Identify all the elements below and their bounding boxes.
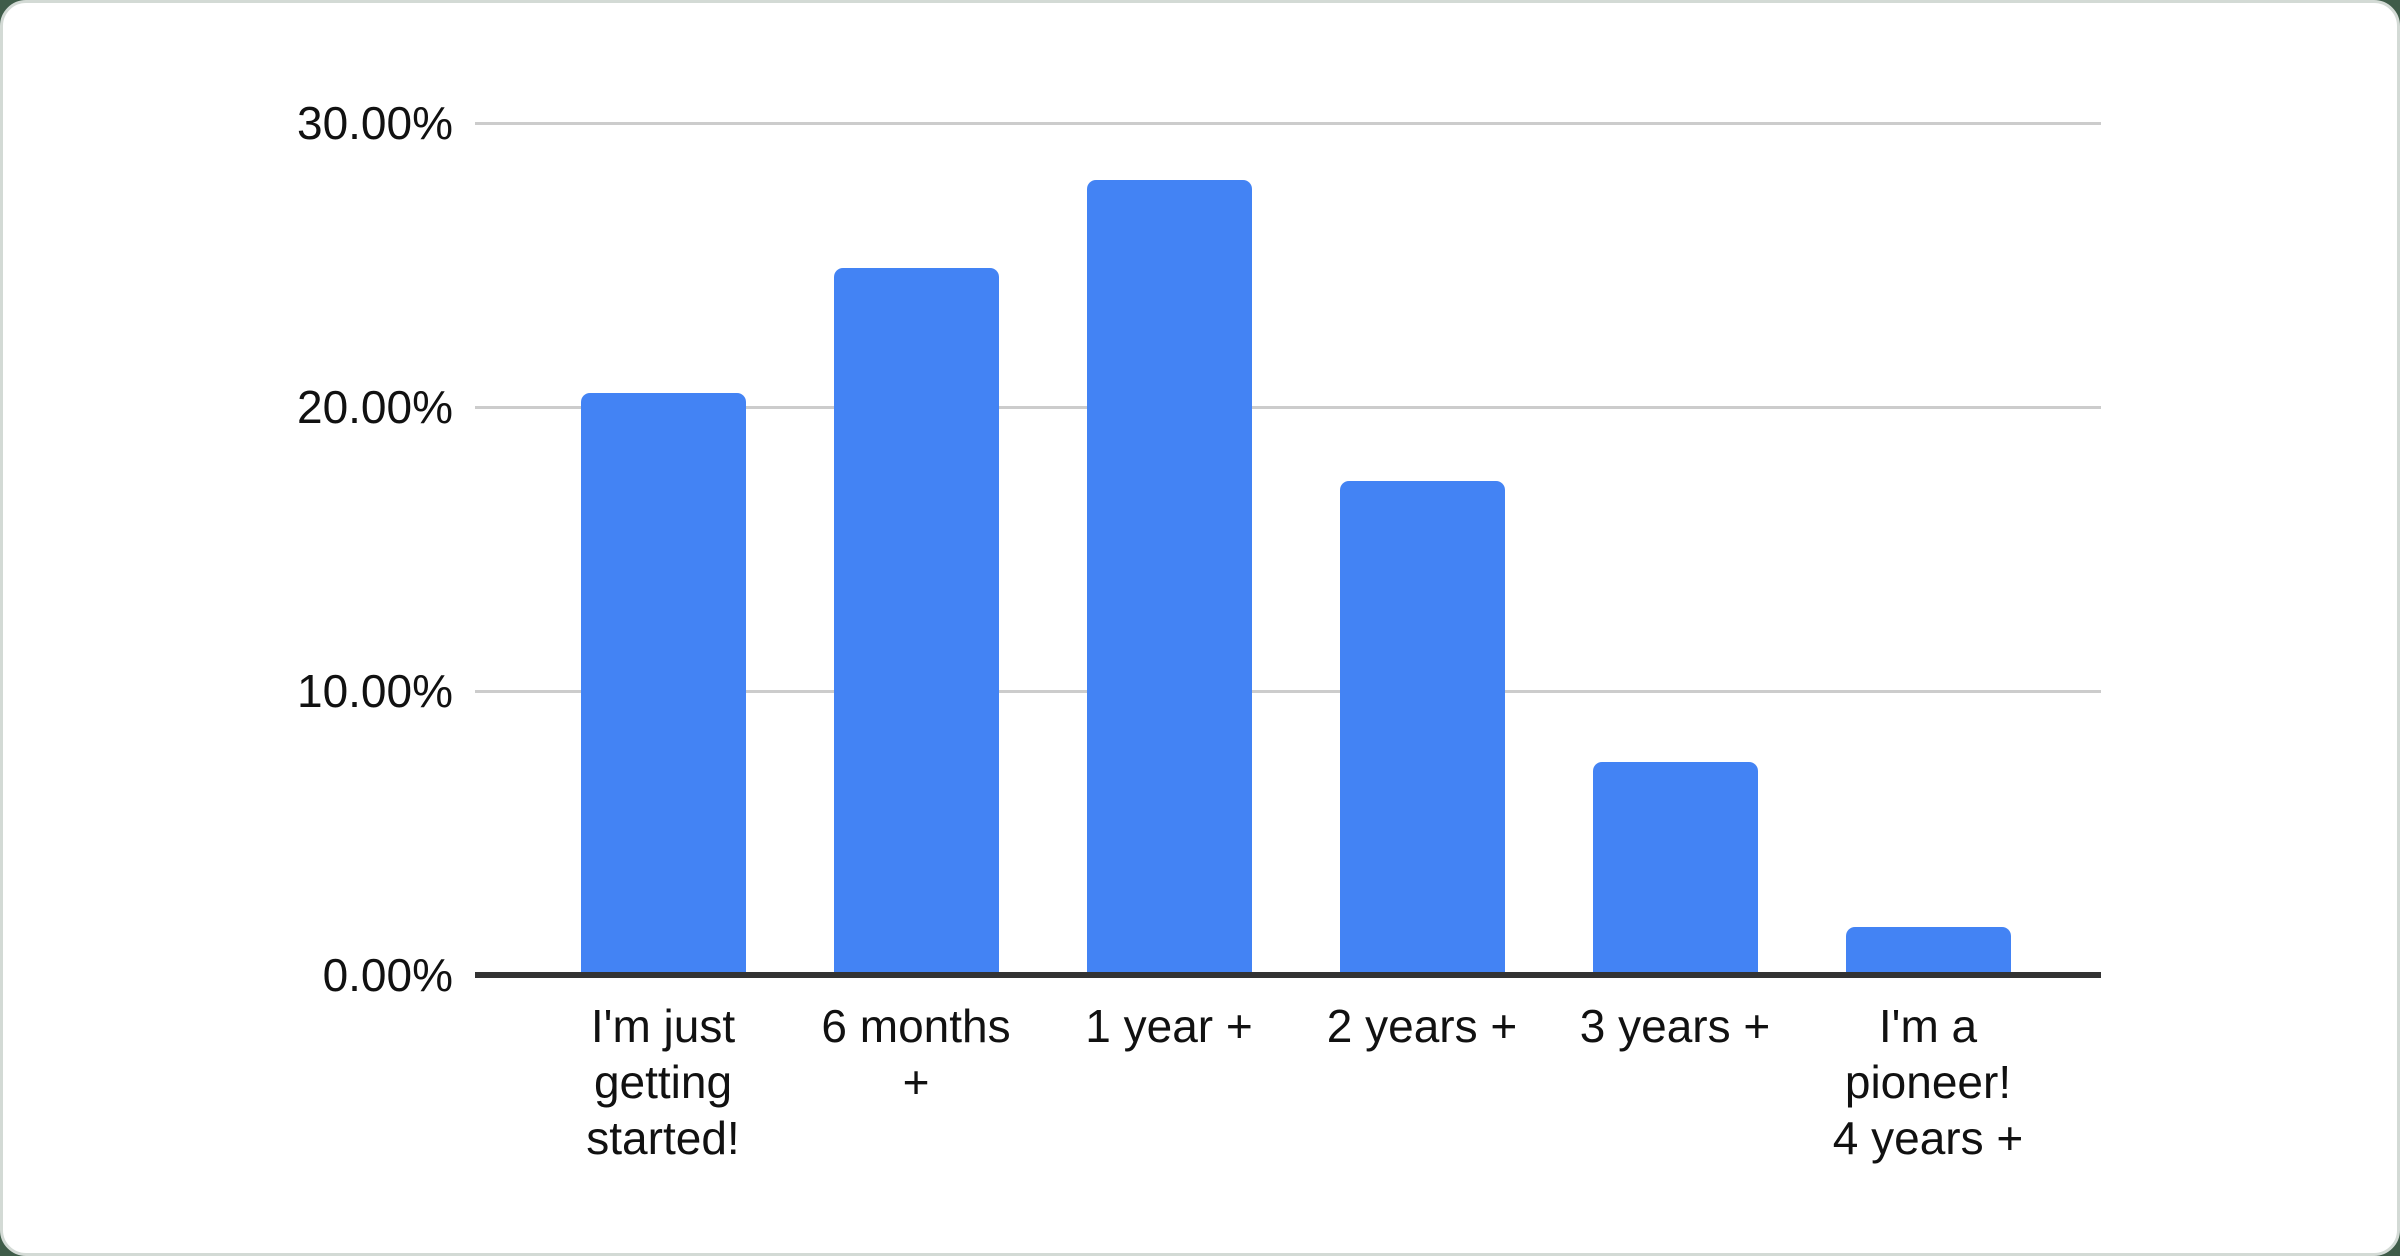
x-axis-category-label: 3 years + (1579, 1000, 1771, 1052)
bar-4 (1339, 481, 1505, 975)
bar-3 (1086, 180, 1252, 975)
bar-6 (1845, 927, 2011, 975)
bar-chart: 0.00% 10.00% 20.00% 30.00% I'm just getting s… (3, 3, 2397, 1253)
gridline-30 (475, 122, 2101, 125)
bar-1 (580, 393, 746, 975)
y-axis-tick-label: 10.00% (296, 665, 453, 717)
x-axis-category-label: I'm just getting started! (586, 1000, 740, 1164)
x-axis-category-label: 1 year + (1085, 1000, 1253, 1052)
y-axis-tick-label: 30.00% (296, 97, 453, 149)
x-axis-line (475, 972, 2101, 978)
y-axis-tick-label: 20.00% (296, 381, 453, 433)
x-axis-category-label: I'm a pioneer! 4 years + (1832, 1000, 2024, 1164)
gridline-10 (475, 690, 2101, 693)
bar-2 (833, 268, 999, 975)
x-axis-category-label: 2 years + (1326, 1000, 1518, 1052)
x-axis-category-label: 6 months + (821, 1000, 1011, 1108)
bar-5 (1592, 762, 1758, 975)
gridline-20 (475, 406, 2101, 409)
y-axis-tick-label: 0.00% (322, 949, 453, 1001)
